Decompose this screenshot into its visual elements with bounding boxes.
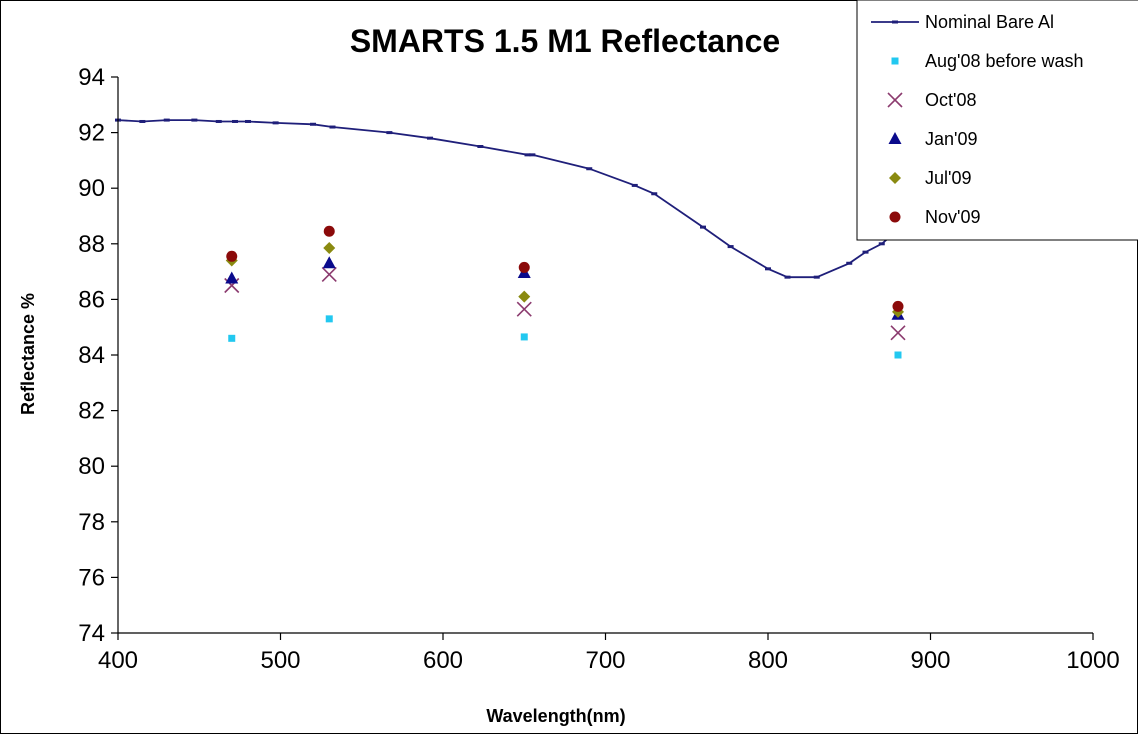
y-tick-label: 94 bbox=[78, 64, 105, 91]
data-point bbox=[892, 300, 904, 312]
line-point bbox=[813, 275, 820, 279]
data-point bbox=[226, 250, 238, 262]
legend-marker bbox=[887, 92, 903, 108]
data-point bbox=[518, 261, 530, 273]
y-tick-label: 74 bbox=[78, 620, 105, 647]
line-point bbox=[215, 119, 222, 123]
legend-item: Nominal Bare Al bbox=[871, 12, 1054, 32]
legend-label: Nominal Bare Al bbox=[925, 12, 1054, 32]
line-point bbox=[651, 192, 658, 196]
series-6 bbox=[226, 225, 904, 312]
data-point bbox=[225, 271, 239, 284]
x-tick-label: 900 bbox=[910, 647, 950, 674]
line-point bbox=[477, 145, 484, 148]
line-point bbox=[191, 118, 198, 122]
data-point bbox=[323, 225, 335, 237]
legend-label: Oct'08 bbox=[925, 90, 976, 110]
legend-label: Nov'09 bbox=[925, 207, 980, 227]
line-point bbox=[139, 119, 146, 123]
line-point bbox=[329, 125, 336, 129]
plot-area bbox=[115, 118, 906, 359]
y-tick-label: 88 bbox=[78, 231, 105, 258]
x-tick-label: 400 bbox=[98, 647, 138, 674]
data-point bbox=[321, 266, 337, 282]
x-tick-label: 500 bbox=[260, 647, 300, 674]
legend-marker bbox=[889, 172, 901, 184]
y-tick-label: 80 bbox=[78, 453, 105, 480]
y-tick-label: 78 bbox=[78, 509, 105, 536]
legend-item: Oct'08 bbox=[887, 90, 976, 110]
data-point bbox=[520, 333, 528, 341]
line-point bbox=[631, 183, 638, 187]
line-point bbox=[765, 267, 771, 271]
line-point bbox=[163, 118, 170, 122]
line-point bbox=[529, 153, 536, 157]
y-tick-label: 82 bbox=[78, 398, 105, 425]
x-tick-label: 700 bbox=[585, 647, 625, 674]
line-point bbox=[727, 245, 734, 249]
data-point bbox=[323, 241, 336, 254]
legend-marker bbox=[888, 132, 902, 144]
legend-label: Aug'08 before wash bbox=[925, 51, 1084, 71]
series-2 bbox=[228, 315, 902, 359]
y-tick-label: 86 bbox=[78, 286, 105, 313]
legend-item: Jul'09 bbox=[889, 168, 971, 188]
data-point-stroke bbox=[890, 325, 906, 341]
line-point bbox=[784, 275, 791, 279]
line-point bbox=[232, 119, 238, 123]
x-axis-label: Wavelength(nm) bbox=[486, 706, 625, 726]
data-point bbox=[228, 334, 236, 342]
y-tick-label: 84 bbox=[78, 342, 105, 369]
data-point-stroke bbox=[321, 266, 337, 282]
x-axis: 400 500 600 700 800 900 1000 bbox=[98, 632, 1120, 674]
legend-line-point bbox=[892, 20, 898, 24]
y-tick-label: 92 bbox=[78, 120, 105, 147]
legend-label: Jan'09 bbox=[925, 129, 977, 149]
line-point bbox=[524, 153, 531, 157]
x-tick-label: 800 bbox=[748, 647, 788, 674]
line-point bbox=[700, 225, 706, 229]
line-point bbox=[427, 136, 433, 140]
data-point bbox=[325, 315, 333, 323]
legend-item: Aug'08 before wash bbox=[891, 51, 1084, 71]
line-point bbox=[846, 261, 853, 265]
data-point bbox=[322, 256, 336, 269]
chart-title: SMARTS 1.5 M1 Reflectance bbox=[350, 23, 780, 59]
data-point-stroke bbox=[516, 301, 532, 317]
line-point bbox=[272, 121, 279, 125]
x-tick-label: 600 bbox=[423, 647, 463, 674]
legend-label: Jul'09 bbox=[925, 168, 971, 188]
y-axis: 74 76 78 80 82 84 86 88 90 92 94 bbox=[78, 64, 119, 647]
legend-marker bbox=[889, 211, 901, 223]
legend-marker-stroke bbox=[887, 92, 903, 108]
x-tick-label: 1000 bbox=[1066, 647, 1119, 674]
line-point bbox=[310, 122, 316, 126]
legend-item: Nov'09 bbox=[889, 207, 980, 227]
line-point bbox=[878, 242, 885, 246]
data-point bbox=[516, 301, 532, 317]
legend-box bbox=[856, 0, 1138, 241]
line-point bbox=[586, 167, 593, 171]
data-point bbox=[894, 351, 902, 359]
y-tick-label: 90 bbox=[78, 175, 105, 202]
legend-marker bbox=[891, 57, 899, 65]
line-point bbox=[862, 250, 869, 254]
y-axis-label: Reflectance % bbox=[18, 293, 38, 415]
legend: Nominal Bare Al Aug'08 before wash Oct'08 J… bbox=[856, 0, 1138, 241]
line-point bbox=[386, 131, 393, 135]
series-1 bbox=[115, 118, 901, 279]
y-tick-label: 76 bbox=[78, 564, 105, 591]
line-point bbox=[245, 119, 251, 123]
data-point bbox=[890, 325, 906, 341]
legend-item: Jan'09 bbox=[888, 129, 977, 149]
data-point bbox=[518, 290, 531, 303]
